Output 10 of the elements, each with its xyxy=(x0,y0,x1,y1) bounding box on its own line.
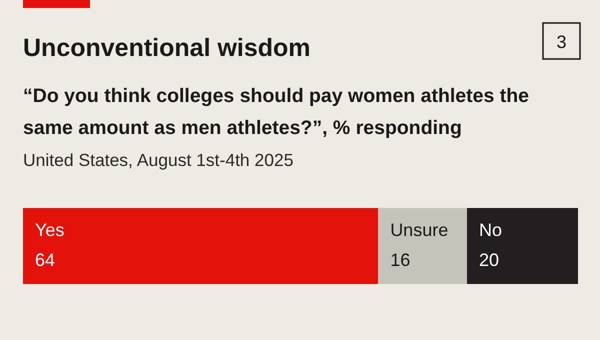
text: United States, August 1st-4th 2025 xyxy=(23,150,294,170)
series-label: Yes xyxy=(35,220,64,240)
data-label: 64 xyxy=(35,250,56,270)
chart-subtitle: “Do you think colleges should pay women athletes the same amount as men athletes?”, % responding xyxy=(23,85,530,139)
number-box: 3 xyxy=(542,22,581,60)
series-label: No xyxy=(479,220,502,240)
chart-title: Unconventional wisdom xyxy=(23,34,311,62)
data-label: 16 xyxy=(390,250,410,270)
data-label: 20 xyxy=(479,250,500,270)
series-label: Unsure xyxy=(390,220,448,240)
